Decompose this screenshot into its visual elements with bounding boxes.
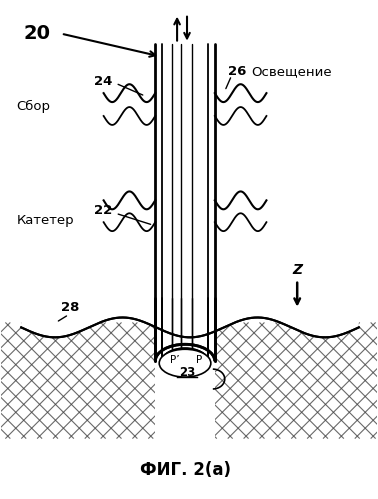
Text: 28: 28 — [61, 301, 79, 314]
Text: 23: 23 — [179, 366, 195, 379]
Text: Освещение: Освещение — [251, 65, 332, 78]
Text: P: P — [196, 355, 202, 365]
Text: 20: 20 — [23, 23, 50, 43]
Text: 22: 22 — [94, 204, 113, 217]
Text: 26: 26 — [228, 65, 246, 78]
Bar — [155, 312, 215, 449]
Text: Катетер: Катетер — [16, 214, 74, 227]
Text: Сбор: Сбор — [16, 99, 50, 113]
Text: ФИГ. 2(а): ФИГ. 2(а) — [139, 462, 231, 480]
Text: 24: 24 — [94, 75, 113, 88]
Ellipse shape — [159, 349, 211, 377]
Text: P’: P’ — [170, 355, 180, 365]
Polygon shape — [21, 2, 359, 337]
Bar — [156, 43, 214, 361]
Text: Z: Z — [292, 263, 302, 277]
